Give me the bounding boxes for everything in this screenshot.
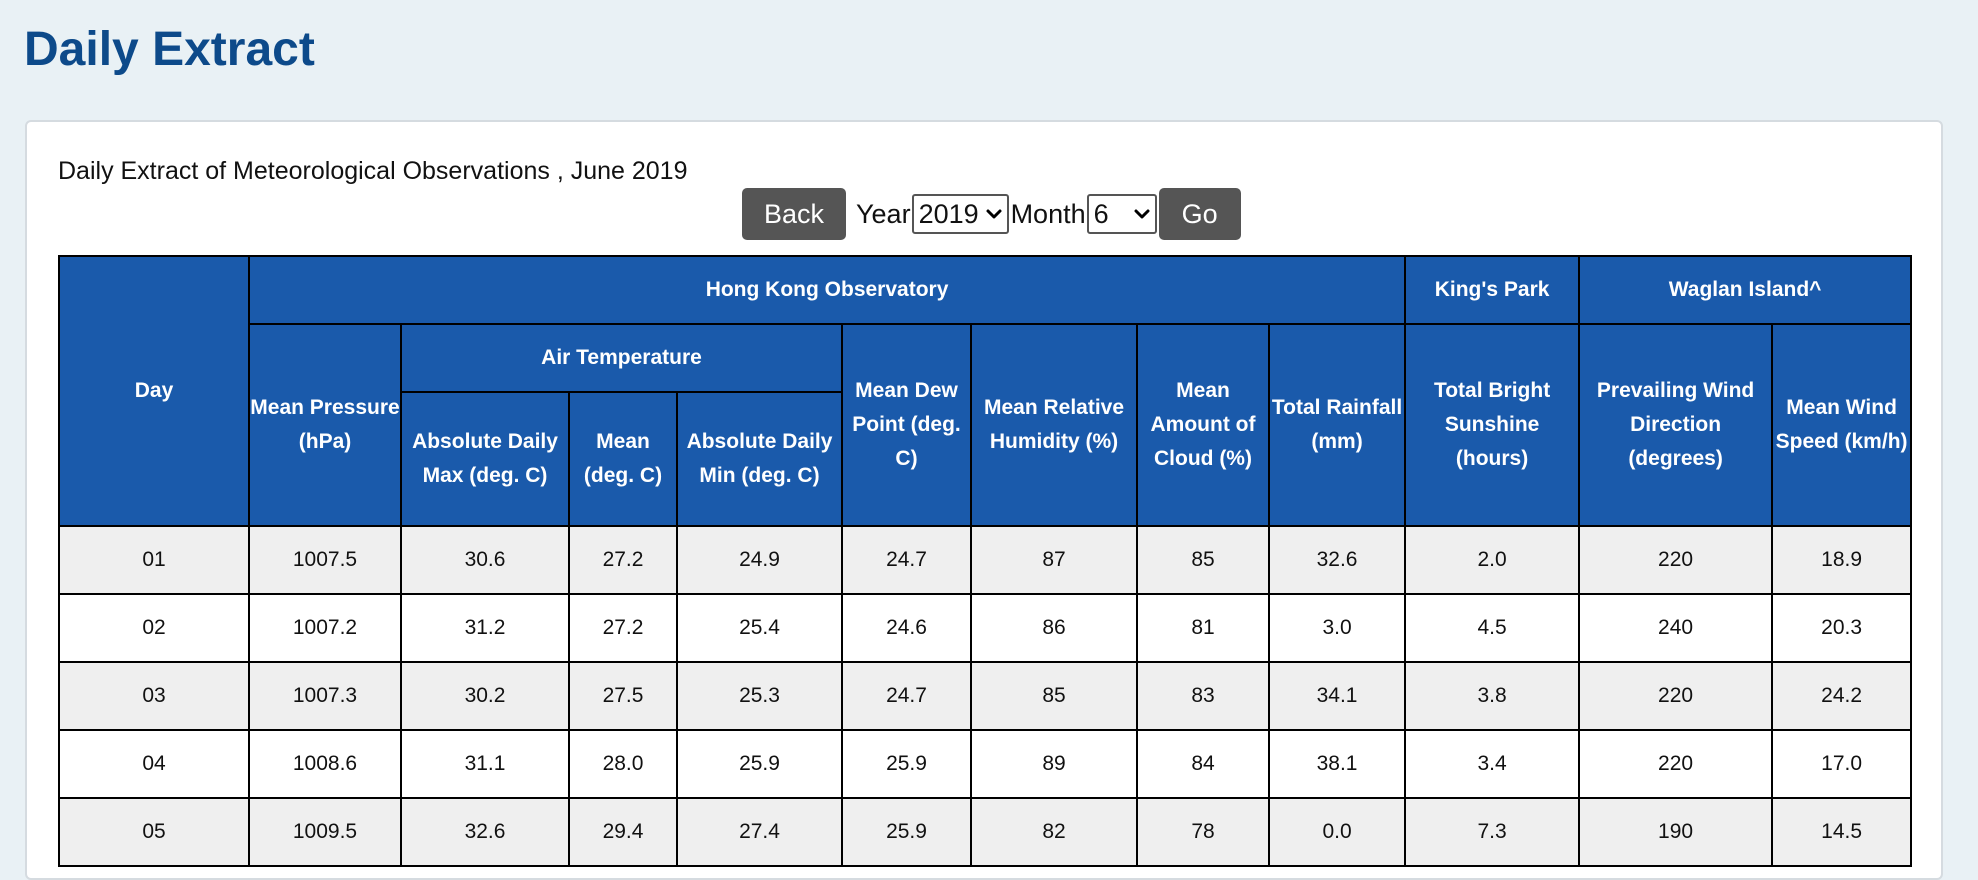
cell-abs-min: 25.4: [676, 593, 843, 663]
cell-wind-direction: 190: [1578, 797, 1774, 867]
header-day: Day: [58, 255, 250, 527]
month-select-value: 6: [1093, 198, 1109, 229]
cell-rainfall: 34.1: [1267, 661, 1407, 731]
cell-abs-min: 25.3: [676, 661, 843, 731]
cell-mean-pressure: 1007.2: [248, 593, 402, 663]
table-row: 01 1007.5 30.6 27.2 24.9 24.7 87 85 32.6 2.0 220 18…: [58, 525, 1913, 595]
table-row: 03 1007.3 30.2 27.5 25.3 24.7 85 83 34.1 3.8 220 24…: [58, 661, 1913, 731]
header-kings-park: King's Park: [1404, 255, 1581, 325]
cell-sunshine: 2.0: [1404, 525, 1581, 595]
cell-rainfall: 3.0: [1267, 593, 1407, 663]
cell-abs-min: 27.4: [676, 797, 843, 867]
chevron-down-icon: [986, 209, 1002, 219]
cell-sunshine: 3.8: [1404, 661, 1581, 731]
cell-mean-temp: 27.5: [568, 661, 678, 731]
header-absolute-max: Absolute Daily Max (deg. C): [400, 391, 570, 527]
observations-table: Day Hong Kong Observatory King's Park Wa…: [58, 255, 1913, 867]
cell-wind-direction: 240: [1578, 593, 1774, 663]
table-body: 01 1007.5 30.6 27.2 24.9 24.7 87 85 32.6 2.0 220 18…: [58, 525, 1913, 867]
cell-cloud: 84: [1136, 729, 1270, 799]
cell-wind-speed: 24.2: [1771, 661, 1913, 731]
header-air-temperature: Air Temperature: [400, 323, 843, 393]
cell-rainfall: 32.6: [1267, 525, 1407, 595]
cell-sunshine: 3.4: [1404, 729, 1581, 799]
cell-mean-pressure: 1007.3: [248, 661, 402, 731]
cell-wind-speed: 20.3: [1771, 593, 1913, 663]
year-label: Year: [856, 198, 911, 229]
year-select-value: 2019: [918, 198, 979, 229]
cell-abs-min: 25.9: [676, 729, 843, 799]
table-row: 02 1007.2 31.2 27.2 25.4 24.6 86 81 3.0 4.5 240 20.…: [58, 593, 1913, 663]
header-cloud: Mean Amount of Cloud (%): [1136, 323, 1270, 527]
header-dew-point: Mean Dew Point (deg. C): [841, 323, 972, 527]
cell-mean-pressure: 1007.5: [248, 525, 402, 595]
header-rainfall: Total Rainfall (mm): [1267, 323, 1407, 527]
cell-rainfall: 0.0: [1267, 797, 1407, 867]
table-row: 04 1008.6 31.1 28.0 25.9 25.9 89 84 38.1 3.4 220 17…: [58, 729, 1913, 799]
cell-wind-direction: 220: [1578, 729, 1774, 799]
month-label: Month: [1010, 198, 1086, 229]
header-absolute-min: Absolute Daily Min (deg. C): [676, 391, 843, 527]
cell-dew-point: 24.7: [841, 661, 972, 731]
page-title: Daily Extract: [24, 23, 315, 76]
cell-abs-max: 31.2: [400, 593, 570, 663]
cell-mean-temp: 29.4: [568, 797, 678, 867]
header-wind-speed: Mean Wind Speed (km/h): [1771, 323, 1913, 527]
cell-humidity: 85: [970, 661, 1138, 731]
cell-wind-direction: 220: [1578, 661, 1774, 731]
back-button[interactable]: Back: [742, 188, 846, 240]
cell-abs-max: 30.2: [400, 661, 570, 731]
cell-humidity: 89: [970, 729, 1138, 799]
cell-abs-max: 31.1: [400, 729, 570, 799]
cell-abs-max: 30.6: [400, 525, 570, 595]
cell-wind-speed: 14.5: [1771, 797, 1913, 867]
header-sunshine: Total Bright Sunshine (hours): [1404, 323, 1581, 527]
cell-dew-point: 24.6: [841, 593, 972, 663]
header-wind-direction: Prevailing Wind Direction (degrees): [1578, 323, 1774, 527]
cell-day: 01: [58, 525, 250, 595]
cell-mean-temp: 27.2: [568, 525, 678, 595]
cell-humidity: 86: [970, 593, 1138, 663]
cell-wind-speed: 17.0: [1771, 729, 1913, 799]
cell-cloud: 85: [1136, 525, 1270, 595]
cell-mean-temp: 28.0: [568, 729, 678, 799]
go-button[interactable]: Go: [1158, 188, 1241, 240]
cell-rainfall: 38.1: [1267, 729, 1407, 799]
cell-wind-direction: 220: [1578, 525, 1774, 595]
cell-dew-point: 25.9: [841, 729, 972, 799]
cell-mean-pressure: 1008.6: [248, 729, 402, 799]
cell-humidity: 87: [970, 525, 1138, 595]
header-waglan-island: Waglan Island^: [1578, 255, 1913, 325]
cell-day: 02: [58, 593, 250, 663]
cell-wind-speed: 18.9: [1771, 525, 1913, 595]
month-select[interactable]: 6: [1086, 194, 1157, 234]
header-hong-kong-observatory: Hong Kong Observatory: [247, 255, 1407, 325]
cell-day: 03: [58, 661, 250, 731]
cell-cloud: 83: [1136, 661, 1270, 731]
cell-sunshine: 4.5: [1404, 593, 1581, 663]
header-mean-pressure: Mean Pressure (hPa): [248, 323, 402, 527]
cell-dew-point: 25.9: [841, 797, 972, 867]
cell-cloud: 81: [1136, 593, 1270, 663]
report-subtitle: Daily Extract of Meteorological Observat…: [58, 157, 688, 185]
table-row: 05 1009.5 32.6 29.4 27.4 25.9 82 78 0.0 7.3 190 14.…: [58, 797, 1913, 867]
period-controls: Back Year 2019 Month 6 Go: [742, 188, 1241, 240]
cell-dew-point: 24.7: [841, 525, 972, 595]
cell-abs-min: 24.9: [676, 525, 843, 595]
year-select[interactable]: 2019: [911, 194, 1009, 234]
header-mean-temperature: Mean (deg. C): [568, 391, 678, 527]
cell-day: 05: [58, 797, 250, 867]
cell-humidity: 82: [970, 797, 1138, 867]
chevron-down-icon: [1134, 209, 1150, 219]
cell-cloud: 78: [1136, 797, 1270, 867]
cell-mean-pressure: 1009.5: [248, 797, 402, 867]
cell-abs-max: 32.6: [400, 797, 570, 867]
cell-day: 04: [58, 729, 250, 799]
cell-mean-temp: 27.2: [568, 593, 678, 663]
header-relative-humidity: Mean Relative Humidity (%): [970, 323, 1138, 527]
cell-sunshine: 7.3: [1404, 797, 1581, 867]
